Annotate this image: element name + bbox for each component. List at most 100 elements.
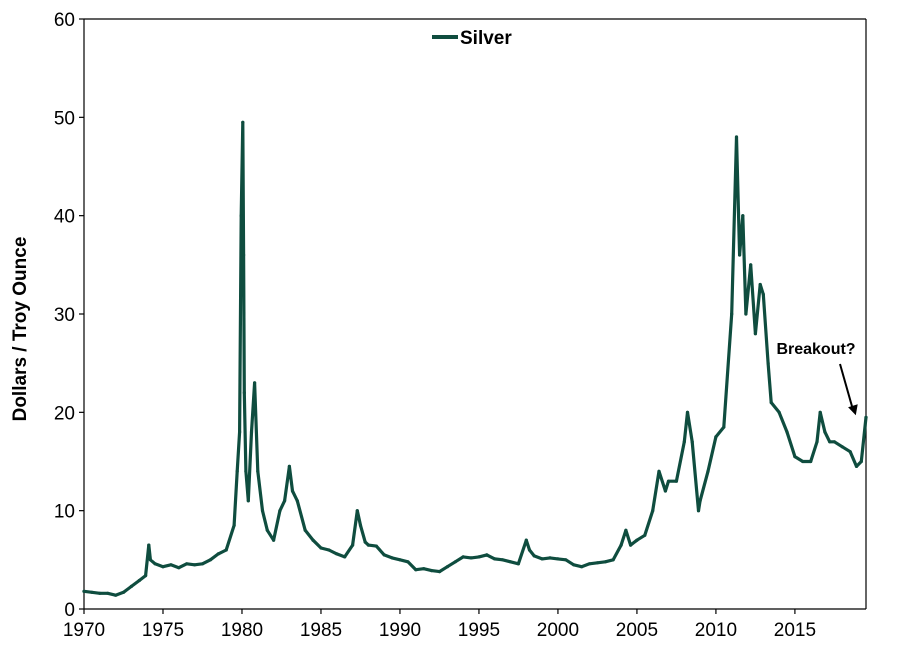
y-tick-label: 30 [54,305,75,326]
x-tick-label: 2015 [774,620,816,641]
data-point [272,538,276,542]
data-point [793,455,797,459]
data-point [355,509,359,513]
annotation-arrow-line [839,363,854,410]
data-point [685,410,690,414]
data-point [848,450,852,454]
data-point [319,546,323,550]
data-point [358,523,363,528]
data-point [430,569,434,573]
data-point [674,479,679,483]
data-point [738,253,742,257]
data-point [666,479,671,483]
x-tick-label: 1970 [63,620,105,641]
data-point [854,464,859,468]
data-point [815,440,819,444]
series-line-silver [82,120,868,597]
data-point [714,435,718,439]
y-tick-label: 10 [54,502,75,523]
data-point [295,499,299,503]
data-point [437,570,442,574]
data-point [657,469,661,473]
data-point [818,410,822,414]
data-point [406,560,410,564]
data-point [244,469,248,473]
data-point [260,509,265,513]
data-point [238,430,242,434]
annotation-arrow-head [848,404,858,416]
data-point [580,565,584,569]
data-point [741,214,745,218]
data-point [242,253,246,257]
data-point [287,464,291,468]
data-point [351,543,355,547]
data-point [253,381,257,385]
data-point [698,499,702,503]
data-point [595,561,600,565]
data-point [265,528,269,532]
data-point [766,361,770,365]
data-point [696,509,701,513]
data-point [556,557,560,561]
data-point [445,565,449,569]
data-point [144,574,148,578]
data-point [828,440,832,444]
y-tick-label: 0 [64,600,75,621]
data-point [390,556,394,560]
data-point [82,589,86,593]
data-point [153,562,157,566]
y-axis-title: Dollars / Troy Ounce [10,237,31,422]
data-point [469,556,473,560]
data-point [235,469,239,473]
x-tick-label: 1980 [221,620,263,641]
data-point [161,565,165,569]
data-point [753,332,758,336]
data-point [169,563,173,567]
y-tick-label: 60 [54,10,75,31]
data-point [193,563,197,567]
data-point [706,469,710,473]
data-point [224,548,228,552]
data-point [722,425,726,429]
data-point [832,440,837,444]
data-point [682,440,686,444]
data-point [809,459,813,464]
data-point [208,558,212,562]
data-point [303,528,307,532]
data-point [129,584,133,589]
data-point [859,459,863,464]
x-tick-label: 1990 [379,620,421,641]
data-point [635,538,639,542]
data-point [246,499,250,503]
data-point [232,523,236,528]
series-layer [82,120,868,597]
x-tick-label: 1975 [142,620,184,641]
data-point [611,558,615,562]
data-point [823,430,827,434]
data-point [493,557,497,561]
data-point [311,538,315,542]
data-point [485,553,489,557]
data-point [374,544,378,548]
data-point [398,558,402,562]
data-point [147,543,151,547]
data-point [283,499,287,503]
data-point [422,567,426,571]
data-point [335,552,339,556]
x-tick-label: 2010 [695,620,737,641]
data-point [758,282,762,287]
y-axis-ticks: 0 10 20 30 40 50 60 [54,10,84,621]
data-point [200,562,205,566]
data-point [327,548,331,552]
y-tick-label: 40 [54,207,75,228]
data-point [643,533,647,537]
data-point [572,563,576,567]
data-point [769,400,773,405]
data-point [414,568,418,572]
data-point [239,214,243,218]
data-point [761,292,765,296]
data-point [177,566,181,570]
data-point [185,562,189,566]
x-axis-ticks: 1970 1975 1980 1985 1990 1995 2000 2005 2010 2015 [63,609,816,641]
